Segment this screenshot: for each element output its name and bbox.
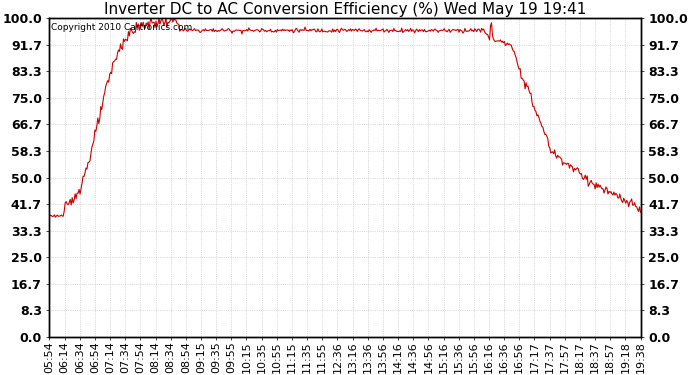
- Title: Inverter DC to AC Conversion Efficiency (%) Wed May 19 19:41: Inverter DC to AC Conversion Efficiency …: [104, 2, 586, 17]
- Text: Copyright 2010 Cartronics.com: Copyright 2010 Cartronics.com: [50, 23, 192, 32]
